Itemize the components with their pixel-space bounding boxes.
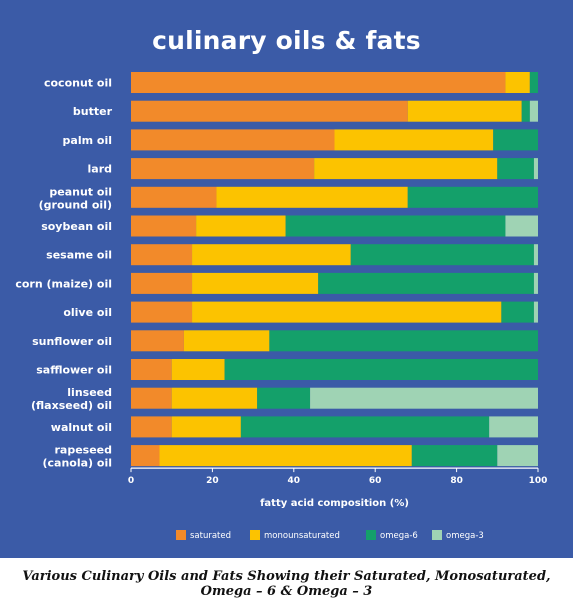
bar-palm-oil-saturated: [131, 129, 335, 151]
figure-caption: Various Culinary Oils and Fats Showing t…: [22, 569, 551, 599]
chart-title: culinary oils & fats: [152, 26, 421, 55]
bar-sunflower-oil-monounsaturated: [183, 330, 270, 352]
category-label-soybean-oil: soybean oil: [41, 220, 112, 233]
x-axis-title: fatty acid composition (%): [260, 498, 409, 509]
bar-soybean-oil-omega-3: [505, 215, 538, 237]
legend-label-saturated: saturated: [190, 531, 231, 541]
stacked-bar-chart: coconut oil butter palm oil lard peanut oil(…: [15, 72, 548, 541]
bar-coconut-oil-omega-6: [529, 72, 538, 93]
bar-corn-maize-oil-monounsaturated: [192, 272, 319, 294]
bar-butter-monounsaturated: [407, 100, 522, 122]
x-axis: 0 20 40 60 80 100 fatty acid composition (%): [128, 467, 548, 509]
bar-olive-oil-omega-3: [533, 301, 538, 323]
bar-corn-maize-oil-saturated: [131, 272, 193, 294]
x-tick-label: 20: [206, 476, 219, 486]
legend-label-omega-6: omega-6: [380, 531, 418, 541]
bar-sesame-oil-saturated: [131, 244, 193, 266]
category-label-palm-oil: palm oil: [63, 134, 112, 147]
bar-butter-omega-3: [529, 100, 538, 122]
category-label-coconut-oil: coconut oil: [44, 77, 112, 90]
bar-lard-omega-3: [533, 158, 538, 180]
bar-corn-maize-oil-omega-3: [533, 272, 538, 294]
bar-lard-saturated: [131, 158, 315, 180]
legend-swatch-omega-3: [432, 530, 442, 540]
bar-corn-maize-oil-omega-6: [318, 272, 534, 294]
bar-linseed-flaxseed-oil-saturated: [131, 387, 172, 409]
x-tick-label: 80: [450, 476, 463, 486]
bar-olive-oil-monounsaturated: [192, 301, 502, 323]
bar-lard-omega-6: [497, 158, 534, 180]
legend-label-omega-3: omega-3: [446, 531, 484, 541]
bar-safflower-oil-monounsaturated: [171, 359, 225, 380]
bar-walnut-oil-monounsaturated: [171, 416, 241, 438]
bar-peanut-oil-ground-oil-omega-6: [407, 186, 538, 208]
bar-soybean-oil-saturated: [131, 215, 197, 237]
x-tick-label: 40: [288, 476, 301, 486]
category-label-walnut-oil: walnut oil: [51, 421, 112, 434]
bar-sesame-oil-monounsaturated: [192, 244, 351, 266]
bar-soybean-oil-monounsaturated: [196, 215, 286, 237]
bar-peanut-oil-ground-oil-monounsaturated: [216, 186, 408, 208]
category-label-peanut-oil-ground-oil: peanut oil (ground oil): [39, 185, 112, 211]
bar-lard-monounsaturated: [314, 158, 498, 180]
bar-sunflower-oil-saturated: [131, 330, 184, 352]
legend-swatch-saturated: [176, 530, 186, 540]
bar-palm-oil-omega-6: [493, 129, 538, 151]
bar-butter-saturated: [131, 100, 408, 122]
bar-sesame-oil-omega-3: [533, 244, 538, 266]
bar-safflower-oil-saturated: [131, 359, 172, 380]
bar-coconut-oil-monounsaturated: [505, 72, 530, 93]
x-tick-label: 100: [529, 476, 548, 486]
category-label-sesame-oil: sesame oil: [46, 249, 112, 262]
category-labels: coconut oil butter palm oil lard peanut oil(…: [15, 77, 112, 470]
category-label-linseed-flaxseed-oil: linseed (flaxseed) oil: [31, 386, 112, 412]
category-label-corn-maize-oil: corn (maize) oil: [15, 277, 112, 290]
category-label-sunflower-oil: sunflower oil: [32, 335, 112, 348]
category-label-rapeseed-canola-oil: rapeseed (canola) oil: [42, 444, 112, 470]
bar-palm-oil-monounsaturated: [334, 129, 494, 151]
bar-sesame-oil-omega-6: [350, 244, 534, 266]
category-label-lard: lard: [88, 163, 113, 176]
category-label-butter: butter: [73, 105, 113, 118]
bar-walnut-oil-saturated: [131, 416, 172, 438]
legend: saturated monounsaturated omega-6 omega-3: [176, 530, 484, 541]
bar-linseed-flaxseed-oil-omega-6: [257, 387, 311, 409]
bar-rapeseed-canola-oil-omega-6: [411, 445, 498, 467]
x-tick-label: 60: [369, 476, 382, 486]
bars-group: [131, 72, 539, 467]
bar-olive-oil-saturated: [131, 301, 193, 323]
bar-peanut-oil-ground-oil-saturated: [131, 186, 217, 208]
bar-rapeseed-canola-oil-monounsaturated: [159, 445, 412, 467]
bar-rapeseed-canola-oil-saturated: [131, 445, 160, 467]
bar-olive-oil-omega-6: [501, 301, 534, 323]
legend-swatch-monounsaturated: [250, 530, 260, 540]
x-tick-label: 0: [128, 476, 134, 486]
bar-walnut-oil-omega-6: [240, 416, 490, 438]
bar-walnut-oil-omega-3: [489, 416, 538, 438]
bar-rapeseed-canola-oil-omega-3: [497, 445, 538, 467]
category-label-safflower-oil: safflower oil: [36, 364, 112, 377]
category-label-olive-oil: olive oil: [63, 306, 112, 319]
bar-butter-omega-6: [521, 100, 530, 122]
chart-panel: culinary oils & fats coconut oil butter pa…: [0, 0, 573, 558]
bar-linseed-flaxseed-oil-omega-3: [310, 387, 538, 409]
bar-sunflower-oil-omega-6: [269, 330, 538, 352]
bar-linseed-flaxseed-oil-monounsaturated: [171, 387, 258, 409]
bar-soybean-oil-omega-6: [285, 215, 506, 237]
legend-swatch-omega-6: [366, 530, 376, 540]
legend-label-monounsaturated: monounsaturated: [264, 531, 340, 541]
bar-safflower-oil-omega-6: [224, 359, 539, 380]
bar-coconut-oil-saturated: [131, 72, 506, 93]
